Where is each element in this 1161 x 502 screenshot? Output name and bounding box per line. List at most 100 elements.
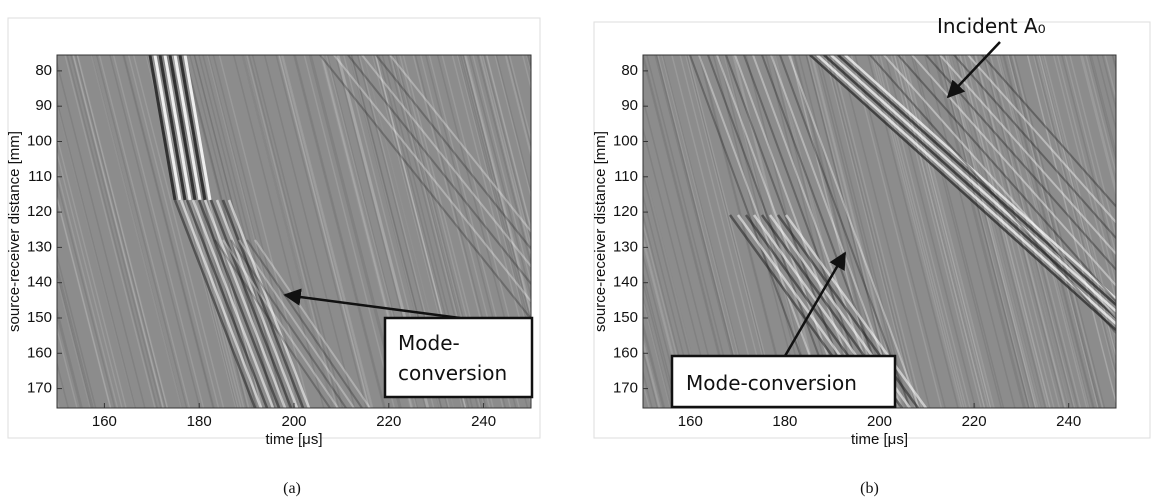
noise-stripe — [1008, 55, 1100, 408]
noise-stripe — [456, 55, 531, 347]
noise-stripe — [643, 297, 672, 408]
noise-stripe — [123, 55, 215, 408]
noise-stripe — [464, 55, 531, 318]
noise-stripe — [1013, 55, 1106, 408]
noise-stripe — [1011, 55, 1104, 408]
wave-stripe — [227, 199, 311, 408]
noise-stripe — [789, 55, 882, 408]
noise-stripe — [643, 295, 672, 408]
wave-stripe — [967, 55, 1116, 224]
noise-stripe — [72, 55, 165, 408]
noise-stripe — [57, 101, 136, 408]
wave-stripe — [981, 55, 1116, 208]
noise-stripe — [218, 55, 311, 408]
wave-stripe — [752, 55, 884, 408]
noise-stripe — [508, 55, 531, 143]
wave-stripe — [238, 239, 355, 408]
x-tick-label: 160 — [92, 413, 117, 430]
noise-stripe — [824, 55, 916, 408]
y-tick-label: 160 — [613, 344, 638, 361]
noise-stripe — [275, 55, 367, 408]
y-tick-label: 100 — [613, 132, 638, 149]
noise-stripe — [457, 55, 531, 343]
y-tick-label: 100 — [27, 132, 52, 149]
wave-stripe — [319, 55, 531, 321]
noise-stripe — [811, 55, 903, 408]
noise-stripe — [242, 55, 334, 408]
noise-stripe — [850, 55, 943, 408]
wave-stripe — [844, 55, 1116, 301]
noise-stripe — [1037, 55, 1116, 364]
y-axis-label: source-receiver distance [mm] — [592, 131, 609, 332]
noise-stripe — [109, 55, 201, 408]
arrow — [283, 288, 461, 320]
noise-stripe — [717, 55, 810, 408]
noise-stripe — [825, 55, 918, 408]
y-tick-label: 80 — [35, 62, 52, 79]
wave-stripe — [784, 214, 928, 408]
noise-stripe — [1089, 55, 1116, 160]
annotation-text: Incident A₀ — [937, 14, 1046, 38]
noise-stripe — [661, 55, 753, 408]
noise-stripe — [1069, 55, 1116, 240]
noise-stripe — [472, 55, 531, 286]
noise-stripe — [293, 55, 385, 408]
noise-stripe — [504, 55, 531, 159]
noise-stripe — [112, 55, 205, 408]
noise-stripe — [900, 55, 992, 408]
noise-stripe — [278, 55, 371, 408]
noise-stripe — [207, 55, 299, 408]
noise-stripe — [643, 252, 683, 408]
x-axis-label: time [μs] — [851, 431, 908, 448]
noise-stripe — [655, 55, 748, 408]
wave-stripe — [837, 55, 1116, 307]
noise-stripe — [773, 55, 865, 408]
noise-stripe — [815, 55, 907, 408]
noise-stripe — [57, 312, 82, 408]
noise-stripe — [687, 55, 779, 408]
noise-stripe — [1008, 55, 1100, 408]
noise-stripe — [70, 55, 162, 408]
noise-stripe — [869, 55, 961, 408]
noise-stripe — [1034, 55, 1116, 377]
noise-stripe — [949, 55, 1042, 408]
wave-stripe — [173, 55, 202, 201]
noise-stripe — [90, 55, 183, 408]
noise-stripe — [884, 55, 977, 408]
noise-stripe — [1064, 55, 1116, 258]
noise-stripe — [831, 55, 923, 408]
x-tick-label: 180 — [772, 413, 797, 430]
noise-stripe — [643, 234, 688, 408]
noise-stripe — [910, 55, 1003, 408]
wave-stripe — [173, 199, 257, 408]
y-tick-label: 90 — [35, 97, 52, 114]
noise-stripe — [127, 55, 220, 408]
noise-stripe — [1040, 55, 1116, 351]
y-tick-label: 110 — [614, 168, 638, 185]
noise-stripe — [901, 55, 993, 408]
wave-stripe — [939, 55, 1116, 256]
wave-stripe — [168, 55, 197, 201]
caption: (b) — [860, 480, 879, 497]
wave-stripe — [246, 239, 363, 408]
noise-stripe — [765, 55, 857, 408]
noise-stripe — [1081, 55, 1116, 192]
y-tick-label: 110 — [28, 168, 52, 185]
noise-stripe — [956, 55, 1049, 408]
x-axis-label: time [μs] — [266, 431, 323, 448]
noise-stripe — [1040, 55, 1116, 352]
noise-stripe — [854, 55, 946, 408]
wave-stripe — [816, 55, 1116, 326]
annotation-box — [383, 316, 534, 399]
noise-stripe — [643, 271, 678, 408]
noise-stripe — [1089, 55, 1116, 160]
noise-stripe — [281, 55, 374, 408]
wave-stripe — [333, 55, 531, 303]
noise-stripe — [789, 55, 882, 408]
noise-stripe — [57, 306, 83, 408]
x-tick-label: 240 — [1056, 413, 1081, 430]
x-tick-label: 240 — [471, 413, 496, 430]
y-tick-label: 90 — [621, 97, 638, 114]
wave-stripe — [897, 55, 1116, 303]
annotation-box — [670, 354, 897, 409]
